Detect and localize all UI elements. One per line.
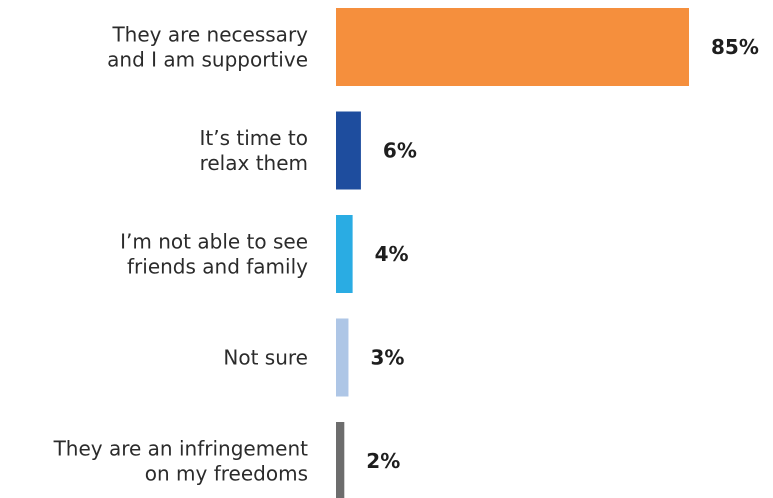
category-label-line: They are necessary — [111, 23, 308, 47]
bar-3 — [336, 318, 349, 397]
category-label-line: relax them — [200, 151, 308, 175]
value-label-2: 4% — [375, 242, 409, 266]
category-label-4: They are an infringement on my freedoms — [53, 437, 309, 486]
category-label-2: I’m not able to see friends and family — [120, 230, 308, 279]
category-label-line: It’s time to — [200, 126, 309, 150]
value-label-1: 6% — [383, 139, 417, 163]
category-label-line: friends and family — [127, 255, 308, 279]
bar-4 — [336, 422, 345, 498]
value-label-3: 3% — [370, 346, 404, 370]
category-label-1: It’s time to relax them — [200, 126, 309, 175]
bar-1 — [336, 111, 361, 190]
category-label-line: on my freedoms — [145, 462, 308, 486]
value-label-4: 2% — [366, 449, 400, 473]
category-label-line: They are an infringement — [53, 437, 309, 461]
bar-0 — [336, 8, 689, 86]
bar-2 — [336, 215, 353, 293]
category-label-line: Not sure — [223, 346, 308, 370]
category-label-line: I’m not able to see — [120, 230, 308, 254]
category-label-3: Not sure — [223, 346, 308, 370]
value-label-0: 85% — [711, 35, 759, 59]
category-label-0: They are necessary and I am supportive — [107, 23, 308, 72]
category-label-line: and I am supportive — [107, 48, 308, 72]
